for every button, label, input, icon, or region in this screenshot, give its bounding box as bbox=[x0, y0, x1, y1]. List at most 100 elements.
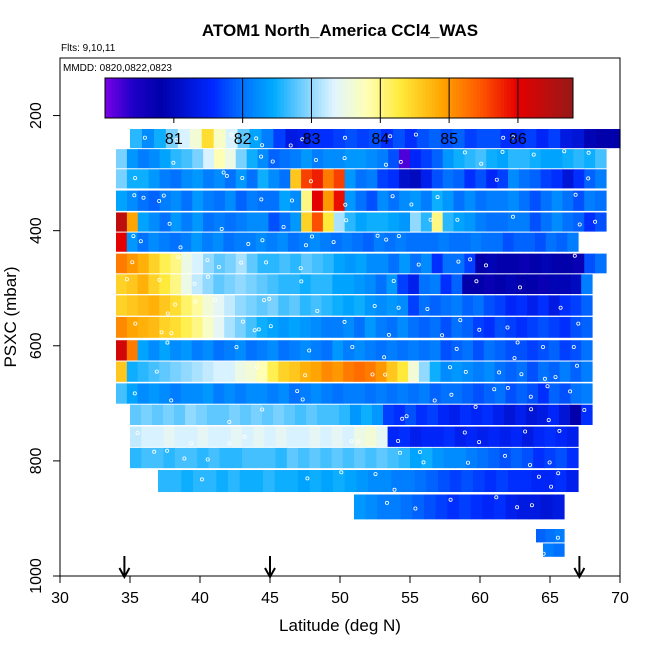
heatmap-cell bbox=[251, 404, 263, 425]
heatmap-cell bbox=[529, 190, 542, 211]
heatmap-cell bbox=[290, 253, 302, 274]
heatmap-cell bbox=[595, 253, 607, 274]
heatmap-cell bbox=[235, 361, 247, 382]
heatmap-cell bbox=[548, 404, 560, 425]
heatmap-cell bbox=[163, 404, 175, 425]
sample-point bbox=[157, 277, 162, 282]
heatmap-cell bbox=[464, 212, 476, 232]
heatmap-cell bbox=[213, 383, 225, 404]
heatmap-cell bbox=[535, 232, 547, 252]
colorbar-swatch bbox=[259, 78, 264, 118]
sample-point bbox=[267, 296, 272, 301]
heatmap-cell bbox=[442, 190, 455, 211]
colorbar-swatch bbox=[191, 78, 195, 118]
heatmap-cell bbox=[581, 316, 593, 338]
sample-point bbox=[582, 407, 587, 412]
heatmap-cell bbox=[192, 149, 204, 169]
heatmap-cell bbox=[365, 494, 378, 520]
y-axis-label: PSXC (mbar) bbox=[1, 266, 20, 367]
heatmap-cell bbox=[116, 212, 128, 232]
colorbar-ticks: 81 82 83 84 85 86 bbox=[165, 118, 527, 148]
sample-point bbox=[173, 302, 178, 307]
heatmap-cell bbox=[251, 470, 264, 493]
x-tick-label: 40 bbox=[191, 590, 209, 607]
heatmap-cell bbox=[343, 383, 355, 404]
heatmap-cell bbox=[137, 383, 150, 404]
colorbar-swatch bbox=[252, 78, 257, 118]
heatmap-cell bbox=[408, 295, 420, 316]
heatmap-cell bbox=[372, 404, 384, 425]
sample-point bbox=[518, 285, 523, 290]
heatmap-cell bbox=[322, 190, 335, 211]
heatmap-cell bbox=[320, 447, 333, 469]
colorbar-swatch bbox=[538, 78, 543, 118]
colorbar-swatch bbox=[524, 78, 529, 118]
sample-point bbox=[212, 298, 217, 303]
heatmap-cell bbox=[191, 340, 204, 361]
heatmap-cell bbox=[397, 383, 409, 404]
colorbar-swatch bbox=[425, 78, 429, 118]
heatmap-cell bbox=[163, 426, 176, 447]
sample-point bbox=[165, 340, 170, 345]
heatmap-cell bbox=[377, 253, 389, 274]
colorbar-swatch bbox=[493, 78, 498, 118]
heatmap-cell bbox=[499, 426, 512, 447]
heatmap-cell bbox=[263, 470, 276, 493]
sample-point bbox=[205, 274, 210, 279]
colorbar-swatch bbox=[280, 78, 285, 118]
heatmap-cell bbox=[562, 190, 574, 211]
sample-point bbox=[586, 150, 591, 155]
heatmap-cell bbox=[482, 494, 495, 520]
colorbar-swatch bbox=[160, 78, 164, 118]
heatmap-cell bbox=[274, 470, 287, 493]
sample-point bbox=[398, 159, 403, 164]
colorbar-swatch bbox=[462, 78, 467, 118]
sample-point bbox=[262, 298, 267, 303]
heatmap-cell bbox=[224, 383, 236, 404]
sample-point bbox=[131, 234, 136, 239]
heatmap-cell bbox=[505, 274, 517, 295]
colorbar-swatch bbox=[129, 78, 134, 118]
sample-point bbox=[246, 241, 251, 246]
colorbar-swatch bbox=[500, 78, 505, 118]
heatmap-cell bbox=[513, 232, 525, 252]
heatmap-cell bbox=[442, 169, 455, 189]
heatmap-cell bbox=[486, 212, 498, 232]
heatmap-cell bbox=[494, 274, 507, 295]
heatmap-cell bbox=[559, 295, 571, 316]
heatmap-cell bbox=[404, 129, 418, 149]
heatmap-cell bbox=[213, 295, 225, 316]
colorbar-swatch bbox=[411, 78, 416, 118]
flight-arrow bbox=[573, 556, 586, 580]
heatmap-cell bbox=[159, 212, 172, 232]
heatmap-cell bbox=[332, 340, 344, 361]
heatmap-cell bbox=[431, 149, 444, 169]
heatmap-cell bbox=[320, 426, 333, 447]
heatmap-cell bbox=[400, 494, 413, 520]
heatmap-cell bbox=[440, 361, 452, 382]
heatmap-cell bbox=[116, 274, 128, 295]
colorbar-swatch bbox=[146, 78, 151, 118]
heatmap-cell bbox=[494, 383, 507, 404]
heatmap-cell bbox=[148, 149, 161, 169]
heatmap-cell bbox=[350, 404, 362, 425]
sample-point bbox=[383, 162, 388, 167]
heatmap-cell bbox=[126, 316, 139, 338]
heatmap-cell bbox=[169, 232, 182, 252]
heatmap-cell bbox=[366, 149, 378, 169]
heatmap-cell bbox=[524, 129, 537, 149]
heatmap-cell bbox=[170, 316, 182, 338]
heatmap-cell bbox=[201, 232, 214, 252]
heatmap-cell bbox=[527, 295, 539, 316]
heatmap-cell bbox=[333, 149, 346, 169]
colorbar-swatch bbox=[256, 78, 261, 118]
heatmap-cell bbox=[375, 361, 388, 382]
sample-point bbox=[541, 551, 546, 556]
heatmap-cell bbox=[408, 361, 420, 382]
flight-arrows bbox=[118, 556, 586, 580]
heatmap-cell bbox=[554, 529, 565, 543]
colorbar-swatch bbox=[562, 78, 567, 118]
y-tick-label: 400 bbox=[28, 217, 45, 244]
heatmap-cell bbox=[289, 274, 301, 295]
heatmap-cell bbox=[497, 169, 509, 189]
